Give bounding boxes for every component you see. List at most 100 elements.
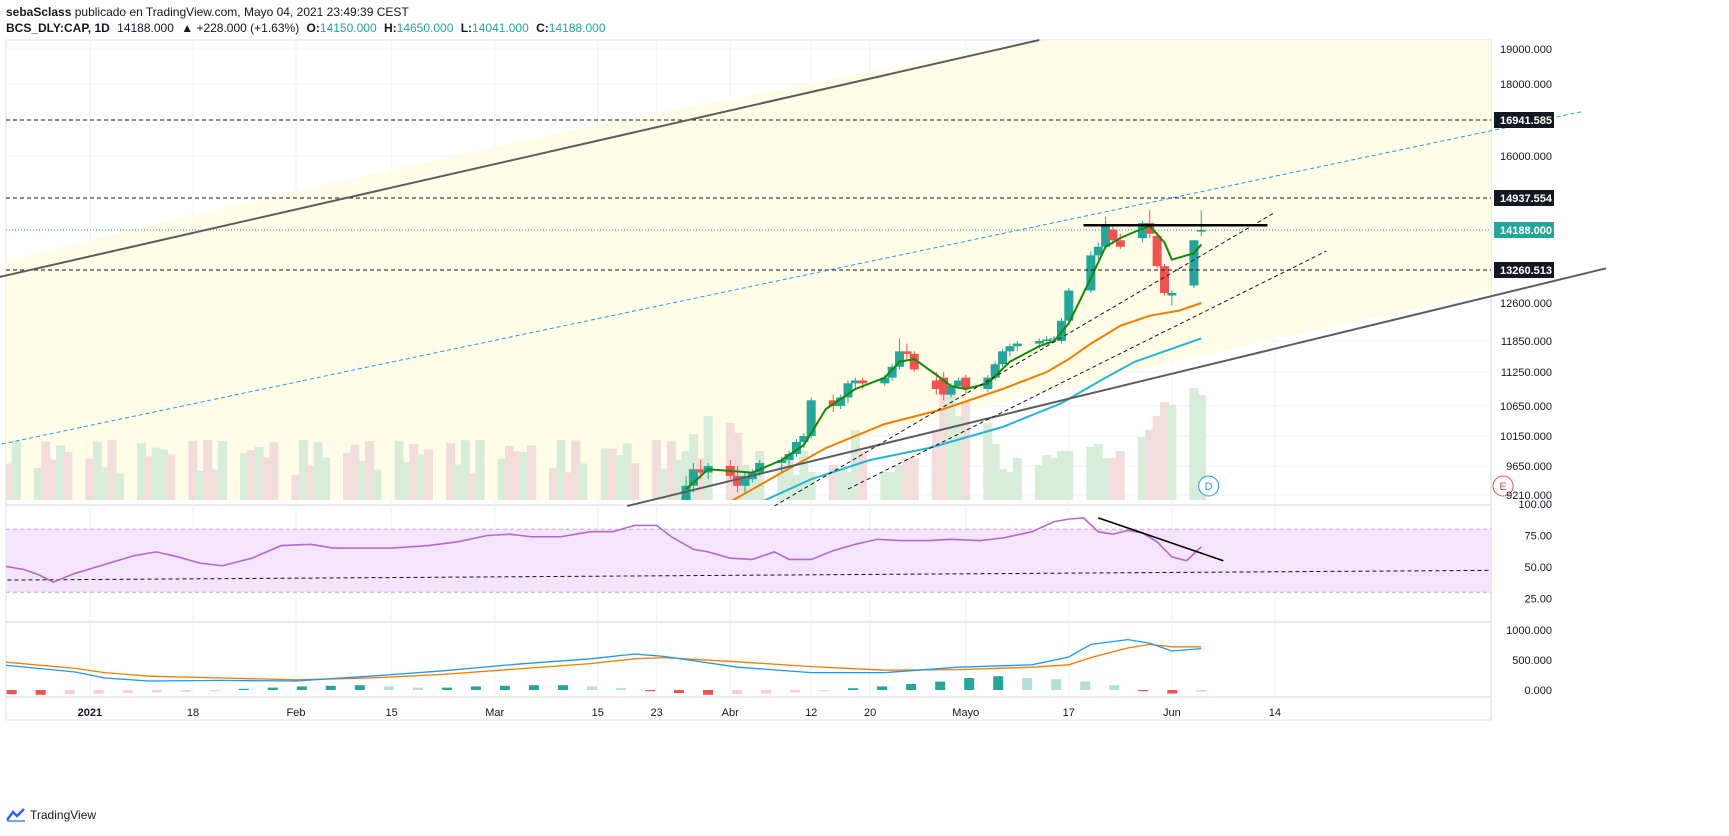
candle[interactable]	[688, 463, 698, 493]
macd-histogram-bar	[470, 686, 481, 690]
volume-bar	[895, 465, 905, 500]
volume-bar	[961, 402, 971, 500]
volume-bar	[416, 454, 426, 500]
candle[interactable]	[1189, 240, 1199, 289]
rsi-pane	[6, 517, 1491, 593]
volume-bar	[747, 472, 757, 500]
price-tick-label: 9650.000	[1506, 461, 1552, 473]
candle[interactable]	[681, 475, 691, 531]
volume-bar	[600, 448, 610, 500]
candle[interactable]	[1012, 341, 1022, 352]
time-tick-label: 2021	[78, 707, 102, 719]
macd-histogram-bar	[848, 688, 859, 690]
candle[interactable]	[1159, 263, 1169, 296]
candle[interactable]	[1196, 210, 1206, 237]
volume-bar	[239, 453, 249, 500]
macd-histogram-bar	[93, 690, 104, 694]
last-price: 14188.000	[117, 21, 174, 35]
volume-bar	[806, 472, 816, 500]
ema-mid-line	[731, 302, 1202, 500]
macd-histogram-bar	[151, 690, 162, 693]
candle[interactable]	[1005, 343, 1015, 357]
macd-histogram-bar	[1109, 685, 1120, 690]
price-tick-label: 11850.000	[1501, 336, 1552, 348]
macd-histogram-bar	[586, 686, 597, 690]
macd-histogram-bar	[644, 690, 655, 692]
brand-name[interactable]: TradingView	[30, 808, 97, 822]
candle[interactable]	[784, 451, 794, 466]
channel-upper-line	[0, 39, 1040, 278]
volume-bar	[298, 440, 308, 500]
volume-bar	[519, 452, 529, 500]
candle[interactable]	[1152, 231, 1162, 269]
candle[interactable]	[895, 338, 905, 370]
candle[interactable]	[740, 472, 750, 493]
candle[interactable]	[1064, 288, 1074, 324]
volume-bar	[549, 468, 559, 500]
open-label: O:	[306, 21, 320, 35]
price-label-box: 14937.554	[1494, 190, 1554, 206]
volume-bar	[1152, 416, 1162, 500]
candle[interactable]	[1086, 251, 1096, 294]
macd-histogram-bar	[238, 688, 249, 690]
close-label: C:	[536, 21, 549, 35]
candle[interactable]	[902, 343, 912, 360]
candle[interactable]	[836, 394, 846, 409]
volume-bar	[578, 463, 588, 500]
candle[interactable]	[909, 351, 919, 372]
symbol-label[interactable]: BCS_DLY:CAP, 1D	[6, 21, 110, 35]
open-value: 14150.000	[319, 21, 377, 35]
price-label-text: 14188.000	[1500, 225, 1552, 237]
candle[interactable]	[1115, 233, 1125, 249]
earnings-marker[interactable]: E	[1492, 475, 1514, 497]
volume-bar	[343, 453, 353, 500]
macd-histogram-bar	[412, 687, 423, 690]
candle[interactable]	[843, 380, 853, 404]
macd-histogram-bar	[1080, 681, 1091, 690]
candle[interactable]	[1167, 290, 1177, 306]
candle[interactable]	[961, 374, 971, 395]
macd-histogram-bar	[64, 690, 75, 695]
volume-bar	[195, 470, 205, 500]
macd-line	[6, 638, 1202, 682]
macd-histogram-bar	[906, 684, 917, 690]
volume-bar	[365, 441, 375, 500]
candle[interactable]	[1093, 242, 1103, 260]
volume-bar	[1145, 430, 1155, 500]
volume-bar	[1005, 472, 1015, 500]
price-tick-label: 11250.000	[1501, 367, 1552, 379]
dividend-marker[interactable]: D	[1198, 475, 1220, 497]
macd-histogram-bar	[528, 685, 539, 690]
volume-bar	[114, 473, 124, 500]
volume-bar	[166, 454, 176, 500]
volume-bar	[998, 469, 1008, 500]
candle[interactable]	[791, 439, 801, 457]
candle[interactable]	[887, 364, 897, 381]
candle[interactable]	[850, 377, 860, 389]
volume-bar	[556, 439, 566, 500]
author-name[interactable]: sebaSclass	[6, 5, 72, 19]
volume-bar	[423, 449, 433, 500]
volume-bar	[357, 460, 367, 500]
candle[interactable]	[939, 372, 949, 401]
high-label: H:	[383, 21, 397, 35]
volume-bar	[652, 439, 662, 500]
volume-bar	[1196, 395, 1206, 500]
volume-bar	[1064, 451, 1074, 500]
macd-histogram-bar	[993, 676, 1004, 690]
candle[interactable]	[998, 348, 1008, 367]
chart-header: sebaSclass publicado en TradingView.com,…	[6, 4, 606, 36]
volume-bar	[475, 439, 485, 500]
price-tick-label: 18000.000	[1500, 79, 1552, 91]
volume-bar	[666, 441, 676, 500]
candle[interactable]	[1101, 216, 1111, 249]
event-marker-label: D	[1205, 481, 1213, 493]
volume-bar	[394, 440, 404, 500]
time-tick-label: 17	[1063, 707, 1075, 719]
volume-bar	[210, 469, 220, 500]
macd-pane	[6, 638, 1207, 695]
candle[interactable]	[1042, 335, 1052, 344]
rsi-tick-label: 50.00	[1524, 562, 1552, 574]
macd-histogram-bar	[557, 685, 568, 690]
